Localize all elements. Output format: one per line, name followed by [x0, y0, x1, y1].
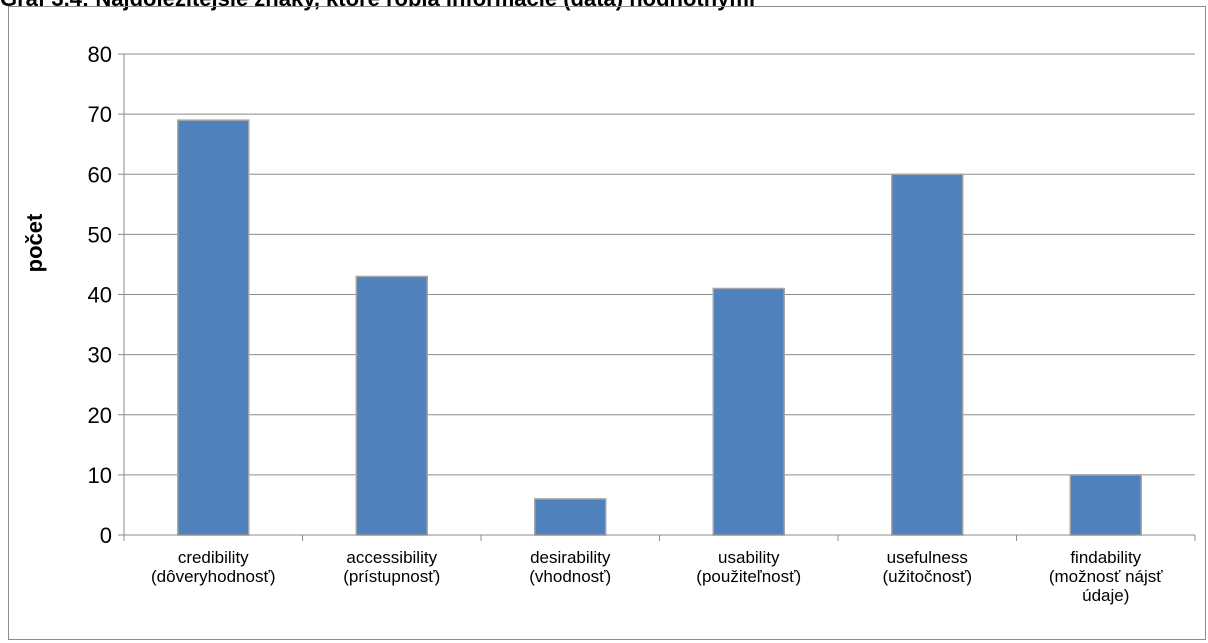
y-tick-label: 20 [88, 403, 112, 428]
x-tick-label: (užitočnosť) [882, 567, 972, 586]
chart-title: Graf 3.4: Najdôležitejšie znaky, ktoré r… [0, 0, 1208, 10]
bars [177, 119, 1142, 536]
y-axis-label: počet [22, 213, 47, 272]
bar [177, 119, 250, 536]
chart-frame [8, 6, 1206, 640]
bar [1069, 474, 1142, 536]
x-tick-label: usefulness [887, 548, 968, 567]
x-tick-label: (prístupnosť) [343, 567, 440, 586]
gridlines [118, 53, 1195, 536]
x-tick-label: (možnosť nájsť [1049, 567, 1163, 586]
y-tick-label: 50 [88, 222, 112, 247]
x-tick-labels: credibility(dôveryhodnosť)accessibility(… [151, 548, 1163, 605]
y-tick-label: 60 [88, 162, 112, 187]
y-tick-label: 10 [88, 463, 112, 488]
x-tick-label: findability [1070, 548, 1141, 567]
bar [534, 498, 607, 536]
axes [123, 54, 1196, 541]
bar [891, 173, 964, 536]
x-tick-label: (dôveryhodnosť) [151, 567, 276, 586]
y-tick-label: 0 [100, 523, 112, 548]
y-tick-label: 30 [88, 343, 112, 368]
y-tick-label: 80 [88, 42, 112, 67]
x-tick-label: desirability [530, 548, 611, 567]
bar [355, 275, 428, 536]
x-tick-label: accessibility [346, 548, 437, 567]
bar [712, 287, 785, 536]
x-tick-label: údaje) [1082, 586, 1129, 605]
x-tick-label: (vhodnosť) [529, 567, 611, 586]
y-tick-label: 40 [88, 283, 112, 308]
x-tick-label: credibility [178, 548, 249, 567]
x-tick-label: usability [718, 548, 780, 567]
x-tick-label: (použiteľnosť) [696, 567, 801, 586]
y-tick-labels: 0 10 20 30 40 50 60 70 80 [88, 42, 112, 548]
y-tick-label: 70 [88, 102, 112, 127]
